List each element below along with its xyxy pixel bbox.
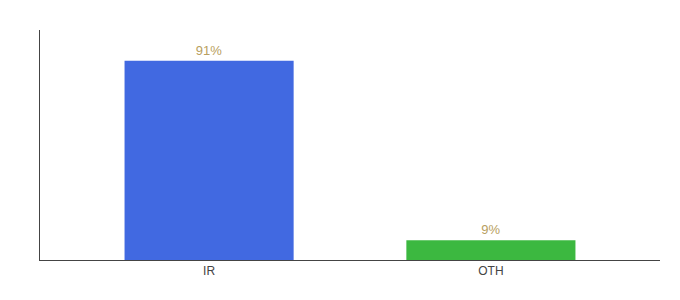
svg-text:IR: IR	[203, 264, 215, 278]
svg-text:91%: 91%	[196, 43, 222, 58]
svg-text:OTH: OTH	[478, 264, 503, 278]
svg-text:9%: 9%	[481, 222, 500, 237]
